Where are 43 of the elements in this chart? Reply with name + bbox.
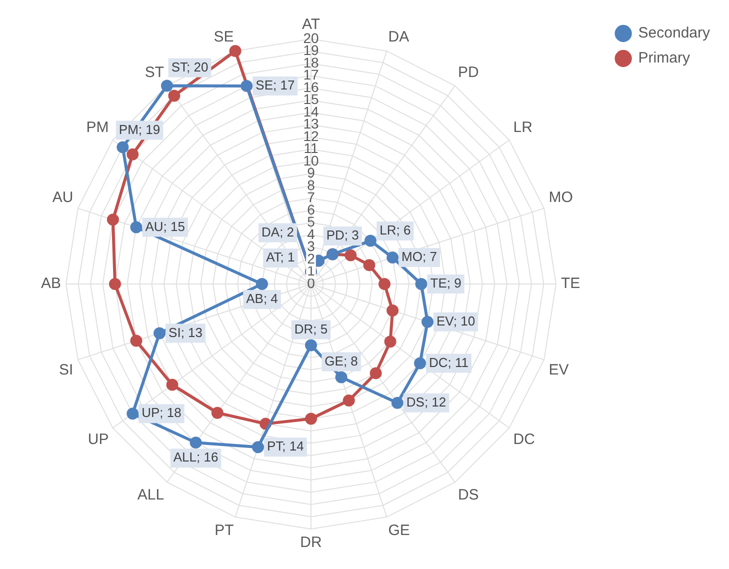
spoke-label: DS [458, 486, 479, 504]
data-label: GE; 8 [324, 353, 358, 368]
y-tick-label: 1 [307, 262, 316, 279]
spoke-label: EV [548, 361, 569, 378]
spoke-label: DA [388, 28, 410, 46]
data-label: EV; 10 [436, 313, 476, 328]
spoke-label: LR [513, 119, 533, 136]
data-label: DA; 2 [262, 224, 294, 240]
spoke-label: DR [300, 534, 322, 552]
data-label: SI; 13 [168, 324, 203, 340]
spoke-label: SE [214, 28, 234, 46]
data-label: AU; 15 [145, 218, 185, 234]
data-label: PT; 14 [267, 438, 304, 454]
y-tick-label: 2 [307, 250, 316, 266]
spoke-label: PD [458, 64, 479, 81]
spoke-label: DC [513, 431, 536, 448]
spoke-label: GE [388, 522, 410, 539]
data-label: TE; 9 [430, 276, 462, 291]
data-label: MO; 7 [402, 249, 437, 264]
spoke-label: AU [52, 188, 74, 206]
data-label: SE; 17 [256, 78, 295, 93]
data-label: UP; 18 [142, 405, 182, 420]
legend-label: Primary [638, 50, 690, 67]
data-label: ALL; 16 [173, 450, 218, 465]
data-label: DC; 11 [429, 354, 469, 370]
spoke-label: MO [548, 188, 573, 206]
data-label: DS; 12 [406, 394, 446, 410]
spoke-label: ALL [137, 486, 164, 504]
spoke-label: TE [561, 275, 580, 292]
data-label: AT; 1 [266, 250, 295, 265]
spoke-label: PT [214, 522, 234, 539]
spoke-label: PM [86, 119, 109, 136]
data-label: AB; 4 [246, 291, 278, 306]
data-label: PD; 3 [326, 228, 359, 243]
data-label: DR; 5 [294, 321, 328, 336]
spoke-label: AB [40, 275, 61, 292]
data-label: ST; 20 [171, 59, 208, 74]
spoke-label: SI [59, 361, 74, 378]
legend-label: Secondary [638, 24, 710, 42]
data-label: LR; 6 [380, 222, 411, 238]
data-label: PM; 19 [118, 122, 160, 137]
spoke-label: UP [88, 431, 109, 448]
spoke-label: ST [144, 64, 164, 81]
